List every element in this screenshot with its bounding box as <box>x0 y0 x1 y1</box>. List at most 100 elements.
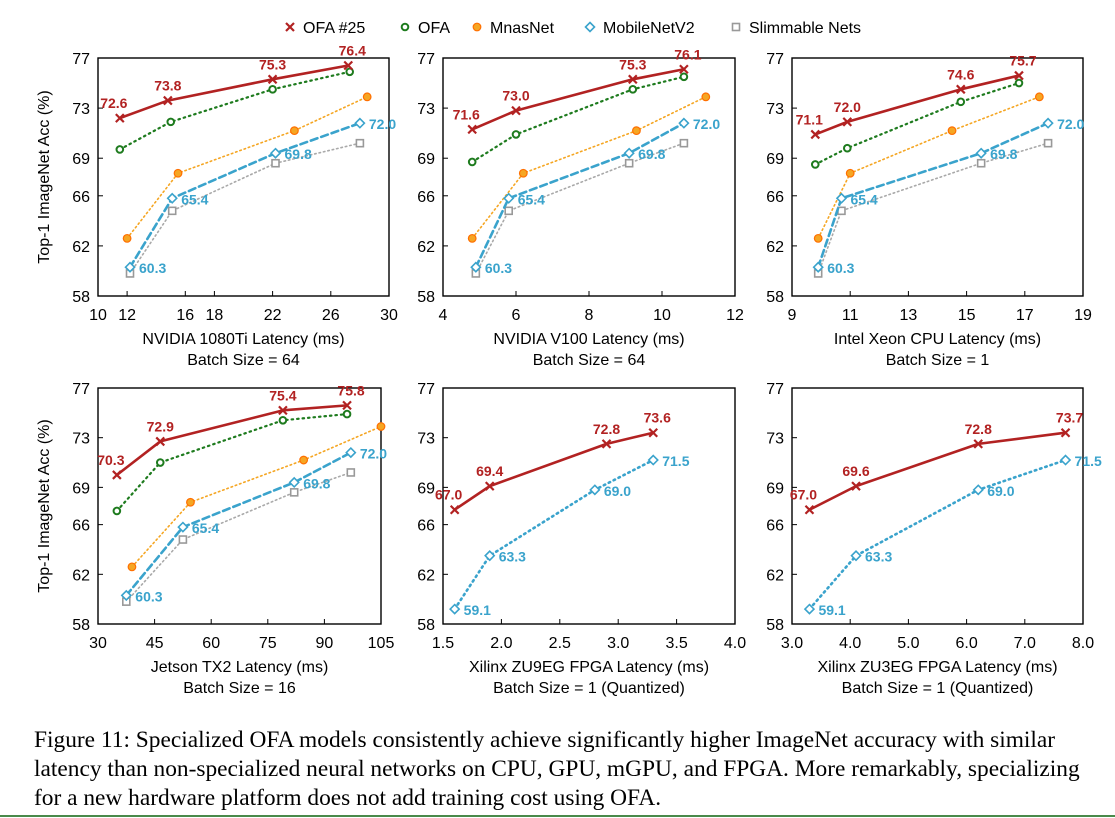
data-point <box>449 504 460 515</box>
x-tick-label: 4.0 <box>724 635 746 652</box>
x-tick-label: 60 <box>202 635 220 652</box>
data-point <box>269 147 282 159</box>
data-label: 71.5 <box>662 453 689 469</box>
x-tick-label: 90 <box>316 635 334 652</box>
data-point <box>647 454 659 466</box>
data-point <box>972 484 984 496</box>
x-tick-label: 75 <box>259 635 277 652</box>
data-point <box>810 129 821 140</box>
series-line <box>816 121 1050 269</box>
x-tick-label: 3.0 <box>781 635 803 652</box>
data-point <box>268 85 277 94</box>
series-line <box>118 64 350 120</box>
legend-item-mobilenetv2: MobileNetV2 <box>584 20 695 37</box>
x-tick-label: 16 <box>176 307 194 324</box>
x-tick-label: 2.0 <box>490 635 512 652</box>
data-point <box>290 126 299 136</box>
y-tick-label: 77 <box>766 381 784 398</box>
y-tick-label: 58 <box>72 289 90 306</box>
data-point <box>1014 70 1024 81</box>
data-point <box>112 506 122 516</box>
series-ofa <box>467 72 689 167</box>
plot-frame <box>791 387 1084 625</box>
data-label: 72.9 <box>147 418 174 434</box>
figure-caption: Figure 11: Specialized OFA models consis… <box>34 727 1080 811</box>
x-tick-label: 10 <box>653 307 671 324</box>
chart-panel-4: 58 62 66 69 73 77 30 45 60 75 90 105 Jetson TX2 Late… <box>36 381 394 697</box>
series-line <box>474 121 686 269</box>
plot-frame <box>791 57 1084 297</box>
y-axis-label: Top-1 ImageNet Acc (%) <box>36 419 53 592</box>
series-ofa-25: 71.1 72.0 74.6 75.7 <box>796 53 1037 140</box>
series-line <box>128 121 362 269</box>
series-ofa-25: 72.6 73.8 75.3 76.4 <box>100 43 366 123</box>
data-point <box>346 468 356 477</box>
series-line <box>808 458 1067 611</box>
series-ofa <box>112 409 352 516</box>
data-point <box>511 130 521 139</box>
data-point <box>632 126 641 136</box>
data-label: 65.4 <box>518 191 545 207</box>
y-tick-label: 58 <box>72 617 90 634</box>
x-axis-label: Jetson TX2 Latency (ms) <box>151 659 329 676</box>
data-point <box>648 427 659 438</box>
y-tick-label: 66 <box>72 189 90 206</box>
data-point <box>701 92 711 102</box>
series-mobilenetv2: 60.3 65.4 69.8 72.0 <box>124 116 396 276</box>
x-tick-label: 3.0 <box>607 635 629 652</box>
series-mobilenetv2: 59.1 63.3 69.0 71.5 <box>449 453 690 618</box>
series-line <box>470 67 686 131</box>
data-point <box>1042 117 1054 129</box>
data-point <box>589 484 601 496</box>
series-line <box>453 431 655 512</box>
series-mobilenetv2: 60.3 65.4 69.8 72.0 <box>812 116 1085 276</box>
series-line <box>817 96 1041 240</box>
x-axis-label: Intel Xeon CPU Latency (ms) <box>834 331 1041 348</box>
x-tick-label: 3.5 <box>665 635 687 652</box>
data-label: 75.4 <box>269 387 296 403</box>
data-label: 76.4 <box>339 43 366 59</box>
series-line <box>475 142 685 275</box>
legend-label: MnasNet <box>490 20 555 37</box>
data-point <box>342 409 352 419</box>
data-label: 72.8 <box>593 421 620 437</box>
x-axis-label: NVIDIA V100 Latency (ms) <box>493 331 684 348</box>
data-point <box>1060 427 1071 438</box>
chart-panel-1: 58 62 66 69 73 77 10 12 16 18 22 26 30 NVIDIA 1080Ti … <box>36 43 398 369</box>
data-point <box>484 550 496 562</box>
y-axis-label: Top-1 ImageNet Acc (%) <box>36 90 53 263</box>
series-slimmable-nets <box>122 468 356 606</box>
data-point <box>177 521 189 533</box>
data-point <box>835 192 848 204</box>
data-point <box>267 74 278 85</box>
y-tick-label: 62 <box>72 239 90 256</box>
data-label: 60.3 <box>827 260 854 276</box>
data-point <box>354 117 366 129</box>
series-ofa <box>115 67 355 154</box>
data-point <box>1014 78 1024 88</box>
data-label: 69.0 <box>604 483 631 499</box>
data-label: 69.4 <box>476 463 503 479</box>
data-point <box>624 158 634 168</box>
y-tick-label: 73 <box>766 431 784 448</box>
y-tick-label: 69 <box>72 480 90 497</box>
x-tick-label: 6 <box>512 307 521 324</box>
data-point <box>163 95 173 106</box>
y-tick-label: 69 <box>766 480 784 497</box>
data-label: 72.0 <box>369 116 396 132</box>
y-tick-label: 73 <box>417 101 435 118</box>
data-point <box>362 92 372 102</box>
x-tick-label: 1.5 <box>432 635 454 652</box>
chart-panel-5: 58 62 66 69 73 77 1.5 2.0 2.5 3.0 3.5 4.0 Xilinx ZU9… <box>417 381 746 697</box>
data-label: 67.0 <box>790 487 817 503</box>
data-point <box>166 117 176 127</box>
series-ofa-25: 71.6 73.0 75.3 76.1 <box>453 46 702 135</box>
y-tick-label: 73 <box>417 431 435 448</box>
data-point <box>115 113 125 123</box>
x-tick-label: 105 <box>368 635 395 652</box>
data-label: 69.8 <box>285 146 312 162</box>
data-point <box>345 446 357 459</box>
data-point <box>851 481 861 491</box>
x-marker-icon <box>285 22 295 32</box>
x-tick-label: 13 <box>900 307 918 324</box>
